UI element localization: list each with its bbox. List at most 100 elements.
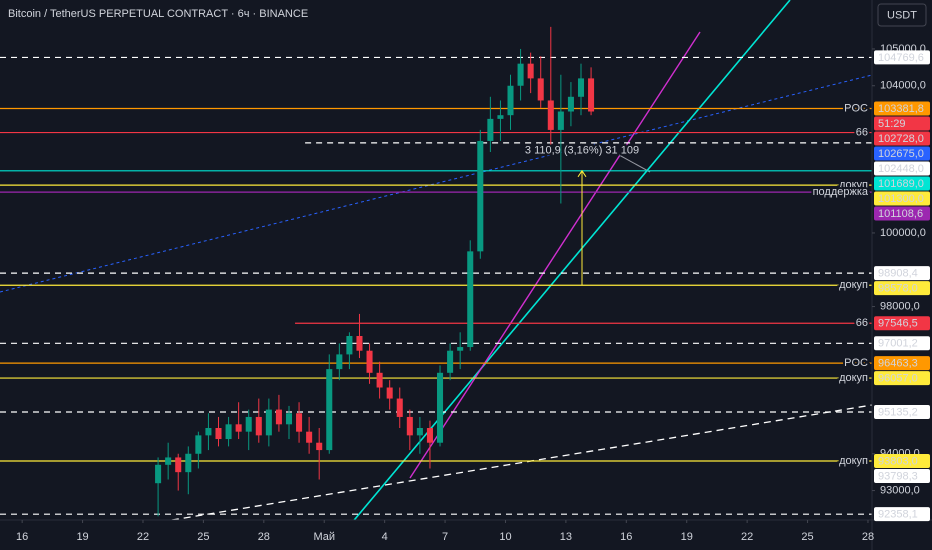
level-label: 98578,0 (878, 283, 918, 295)
candle-body (386, 387, 393, 399)
candle-body (356, 335, 363, 351)
countdown: 51:29 (878, 118, 906, 130)
currency-button[interactable] (877, 3, 927, 27)
level-label: 93798,3 (878, 470, 918, 482)
candle-body (235, 424, 242, 432)
level-label-bg (874, 507, 930, 522)
level-label: 104769,6 (878, 52, 924, 64)
trend-line (353, 0, 791, 520)
candle-body (406, 416, 413, 436)
level-label: 97546,5 (878, 318, 918, 330)
level-label: 101300,0 (878, 193, 924, 205)
candle-body (346, 335, 353, 355)
level-label-bg (874, 101, 930, 116)
x-tick-label: 19 (76, 531, 88, 543)
candle-body (467, 251, 474, 348)
candle-body (215, 427, 222, 440)
candle-body (155, 464, 162, 484)
x-tick-label: 13 (560, 531, 572, 543)
candle-body (537, 78, 544, 101)
level-label: 101108,6 (878, 208, 923, 220)
level-label-bg (874, 454, 930, 469)
x-tick-label: 22 (137, 531, 149, 543)
candles (155, 26, 595, 517)
level-label-bg (874, 146, 930, 161)
level-text: 66 (856, 317, 868, 329)
level-label-bg (874, 131, 930, 146)
drawings (0, 0, 872, 520)
y-tick-label: 100000,0 (880, 227, 926, 239)
x-tick-label: 25 (197, 531, 209, 543)
level-label-bg (874, 206, 930, 221)
level-text: докуп (839, 279, 868, 291)
level-text: докуп (839, 455, 868, 467)
candle-body (567, 96, 574, 112)
price-axis: 105000,0104000,0100000,098000,094000,093… (872, 43, 930, 522)
level-label: 93803,0 (878, 455, 918, 467)
level-label-bg (874, 176, 930, 191)
level-label-bg (874, 371, 930, 386)
candle-body (547, 100, 554, 130)
level-text: докуп (839, 179, 868, 191)
candle-body (205, 427, 212, 436)
level-label-bg (874, 356, 930, 371)
candle-body (477, 140, 484, 252)
candle-body (588, 78, 595, 112)
level-label: 102675,0 (878, 148, 924, 160)
x-tick-label: 10 (499, 531, 511, 543)
measure-label: 3 110,9 (3,16%) 31 109 (525, 145, 639, 157)
candle-body (265, 409, 272, 436)
level-label: 102728,0 (878, 133, 924, 145)
level-text: поддержка (813, 186, 869, 198)
level-label: 96463,3 (878, 358, 918, 370)
x-tick-label: 28 (258, 531, 270, 543)
x-tick-label: 7 (442, 531, 448, 543)
level-label-bg (874, 336, 930, 351)
trend-line (409, 31, 701, 479)
measure-arrowhead (577, 169, 587, 178)
x-tick-label: 28 (862, 531, 874, 543)
candle-body (396, 398, 403, 417)
candle-body (245, 416, 252, 432)
candle-body (366, 350, 373, 373)
x-tick-label: 22 (741, 531, 753, 543)
level-label-bg (874, 161, 930, 176)
chart-title: Bitcoin / TetherUS PERPETUAL CONTRACT · … (8, 8, 308, 20)
candle-body (255, 416, 262, 436)
level-label: 101689,0 (878, 178, 924, 190)
currency-label[interactable]: USDT (887, 9, 917, 21)
candle-body (527, 63, 534, 79)
candle-body (175, 457, 182, 473)
level-label: 97001,2 (878, 338, 918, 350)
arrow-line (609, 149, 651, 173)
candle-body (285, 413, 293, 425)
candle-body (326, 369, 333, 451)
candle-body (296, 413, 303, 432)
candle-body (316, 442, 323, 451)
level-label: 103381,8 (878, 103, 924, 115)
level-label: 92358,1 (878, 509, 918, 521)
candle-body (416, 427, 423, 436)
x-tick-label: 4 (382, 531, 388, 543)
level-label-bg (874, 50, 930, 65)
level-label: 98908,4 (878, 268, 918, 280)
level-label-bg (874, 281, 930, 296)
candle-body (306, 431, 313, 443)
level-label-bg (874, 469, 930, 484)
candle-body (577, 78, 585, 97)
candle-body (557, 111, 564, 130)
candle-body (195, 435, 202, 454)
x-tick-label: 25 (801, 531, 813, 543)
candle-body (517, 63, 524, 86)
y-tick-label: 104000,0 (880, 80, 926, 92)
y-tick-label: 98000,0 (880, 300, 920, 312)
candle-body (185, 453, 192, 473)
candle-body (426, 427, 433, 443)
y-tick-label: 93000,0 (880, 484, 920, 496)
level-label-bg (874, 316, 930, 331)
level-label-bg (874, 191, 930, 206)
x-tick-label: Май (313, 531, 335, 543)
candle-body (275, 409, 282, 425)
